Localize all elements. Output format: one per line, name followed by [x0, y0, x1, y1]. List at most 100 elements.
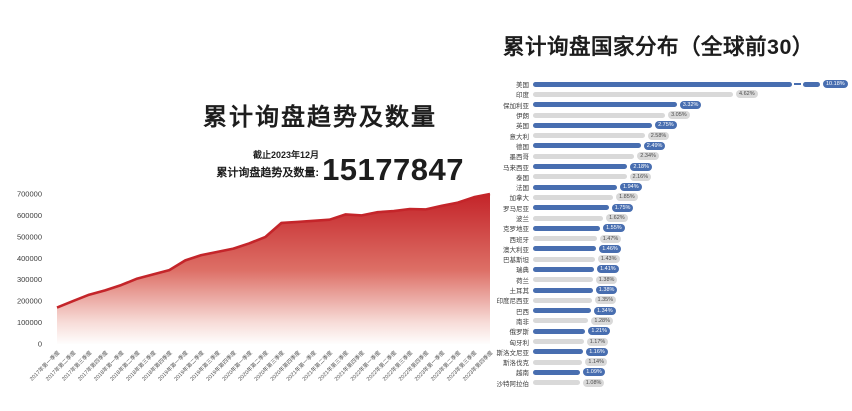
country-label: 意大利 [509, 133, 530, 141]
bar [533, 256, 595, 262]
value-pill: 1.35% [594, 296, 617, 305]
bar-row: 巴基斯坦 1.43% [490, 254, 852, 264]
country-label: 美国 [516, 82, 529, 90]
value-pill: 1.47% [599, 234, 622, 243]
bar [533, 143, 641, 149]
bar [533, 184, 617, 190]
bar-segment-main [533, 81, 792, 87]
value-pill: 2.16% [629, 172, 652, 181]
bar-row: 意大利 2.58% [490, 130, 852, 141]
country-label: 荷兰 [516, 277, 529, 285]
country-label: 法国 [516, 185, 529, 193]
trend-chart-title: 累计询盘趋势及数量 [203, 104, 437, 131]
value-pill: 1.62% [606, 214, 628, 222]
bar-row: 墨西哥 2.34% [490, 151, 852, 161]
bar-row: 马来西亚 2.18% [490, 161, 852, 172]
trend-stat-labels: 截止2023年12月 累计询盘趋势及数量: [216, 148, 319, 184]
country-label: 马来西亚 [503, 164, 529, 172]
bar [533, 287, 593, 293]
country-label: 俄罗斯 [509, 329, 530, 337]
trend-area-fill [57, 194, 490, 344]
y-axis-tick-label: 300000 [17, 275, 42, 284]
country-label: 西班牙 [509, 236, 530, 244]
y-axis-tick-label: 600000 [17, 211, 42, 220]
country-label: 土耳其 [509, 288, 530, 296]
bar [533, 205, 609, 211]
bar [533, 102, 677, 108]
bar [533, 339, 584, 345]
country-label: 澳大利亚 [503, 246, 529, 254]
bar [533, 380, 580, 386]
axis-break-dash [794, 83, 801, 86]
value-pill: 1.85% [616, 193, 638, 202]
country-label: 克罗地亚 [503, 226, 529, 234]
country-label: 越南 [516, 370, 529, 378]
trend-stat-block: 截止2023年12月 累计询盘趋势及数量: 15177847 [180, 148, 464, 188]
bar [533, 277, 593, 283]
bar-row: 土耳其 1.38% [490, 285, 852, 295]
value-pill: 1.17% [586, 337, 609, 346]
y-axis-tick-label: 100000 [17, 318, 42, 327]
country-label: 沙特阿拉伯 [496, 380, 530, 388]
country-label: 泰国 [516, 174, 529, 182]
country-label: 德国 [516, 143, 529, 151]
country-label: 伊朗 [516, 113, 529, 121]
value-pill: 2.18% [630, 162, 652, 171]
bar-row: 波兰 1.62% [490, 213, 852, 223]
y-axis-tick-label: 500000 [17, 232, 42, 241]
bar-row: 印度尼西亚 1.35% [490, 295, 852, 305]
bar [533, 359, 583, 365]
country-bar-chart: 美国 10.18% 印度 4.62% 保加利亚 3.32% 伊朗 3.05% 英国 2.75% 意大… [490, 79, 852, 388]
bar-row: 加拿大 1.85% [490, 192, 852, 202]
bar [533, 215, 604, 221]
bar-row: 匈牙利 1.17% [490, 336, 852, 347]
country-label: 印度 [516, 92, 529, 100]
country-label: 英国 [516, 123, 529, 131]
bar-row: 保加利亚 3.32% [490, 100, 852, 110]
country-label: 巴基斯坦 [503, 257, 529, 265]
bar [533, 164, 628, 170]
value-pill: 1.75% [611, 203, 634, 212]
country-label: 印度尼西亚 [496, 298, 530, 306]
country-label: 墨西哥 [509, 154, 530, 162]
bar-row: 印度 4.62% [490, 89, 852, 99]
country-label: 匈牙利 [509, 339, 530, 347]
bar-row: 斯洛文尼亚 1.16% [490, 347, 852, 357]
y-axis-tick-label: 0 [38, 340, 42, 349]
value-pill: 1.38% [595, 275, 618, 284]
value-pill: 1.21% [588, 327, 610, 336]
country-label: 罗马尼亚 [503, 205, 529, 213]
country-label: 斯洛文尼亚 [496, 349, 530, 357]
value-pill: 2.58% [647, 131, 670, 140]
bar [533, 122, 653, 128]
value-pill: 1.14% [585, 358, 607, 367]
bar [533, 318, 589, 324]
value-pill: 2.75% [655, 121, 677, 130]
country-label: 巴西 [516, 308, 529, 316]
value-pill: 1.16% [586, 347, 608, 356]
bar [533, 174, 627, 180]
country-label: 南非 [516, 318, 529, 326]
stat-total-value: 15177847 [322, 152, 464, 188]
bar [533, 246, 597, 252]
bar [533, 194, 614, 200]
bar-row: 巴西 1.34% [490, 306, 852, 316]
value-pill: 1.08% [582, 378, 605, 387]
bar [533, 297, 592, 303]
value-pill: 1.38% [595, 286, 618, 295]
bar [533, 133, 645, 139]
country-label: 瑞典 [516, 267, 529, 275]
stat-as-of-label: 截止2023年12月 [253, 150, 320, 160]
bar-row: 法国 1.94% [490, 182, 852, 192]
value-pill: 1.09% [583, 368, 605, 377]
y-axis-tick-label: 200000 [17, 297, 42, 306]
bar-row: 南非 1.28% [490, 316, 852, 326]
bar-row: 美国 10.18% [490, 79, 852, 89]
bar [533, 112, 666, 118]
bar-row: 英国 2.75% [490, 120, 852, 130]
bar [533, 308, 591, 314]
bar-row: 德国 2.49% [490, 141, 852, 151]
value-pill: 10.18% [823, 80, 848, 89]
bar-row: 瑞典 1.41% [490, 264, 852, 274]
